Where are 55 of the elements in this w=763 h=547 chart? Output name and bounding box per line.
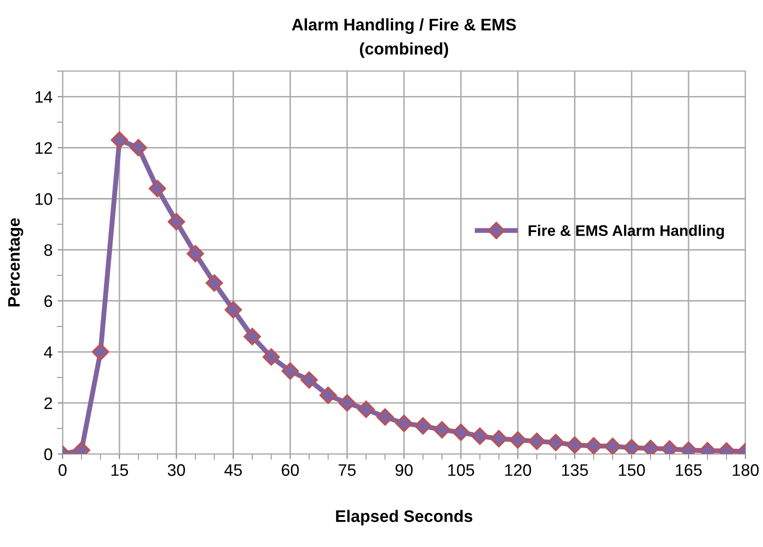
point [376, 408, 394, 426]
point [130, 139, 148, 156]
y-tick-label: 10 [36, 193, 52, 205]
y-tick-label: 14 [36, 91, 52, 103]
x-tick-label: 60 [282, 464, 299, 476]
point [604, 438, 622, 454]
point [471, 427, 489, 445]
point [490, 430, 508, 448]
y-tick-label: 8 [44, 244, 52, 256]
x-tick-label: 180 [732, 464, 759, 476]
point [452, 424, 470, 442]
point [566, 436, 584, 454]
point [244, 328, 261, 346]
x-tick-label: 15 [111, 464, 128, 476]
point [528, 432, 546, 450]
y-tick-label: 4 [44, 346, 52, 358]
point [547, 434, 564, 452]
x-tick-label: 105 [448, 464, 474, 476]
point [433, 421, 451, 438]
point [300, 371, 318, 389]
x-tick-label: 45 [224, 464, 242, 476]
x-tick-label: 165 [676, 464, 702, 476]
chart-title: Alarm Handling / Fire & EMS (combined) [292, 18, 516, 58]
point [357, 400, 375, 418]
y-axis-title: Percentage [8, 218, 24, 306]
point [110, 131, 128, 149]
y-tick-label: 2 [44, 397, 52, 409]
y-tick-label: 12 [36, 142, 52, 154]
x-tick-label: 120 [505, 464, 532, 476]
point [338, 394, 356, 412]
point [206, 274, 224, 292]
x-tick-label: 75 [338, 464, 356, 476]
x-tick-label: 150 [619, 464, 645, 476]
point [414, 417, 432, 435]
x-tick-label: 0 [58, 464, 67, 476]
x-tick-label: 90 [396, 464, 413, 476]
point [395, 414, 413, 432]
y-tick-label: 0 [44, 448, 52, 460]
point [168, 213, 186, 230]
y-tick-label: 6 [44, 295, 52, 308]
point [622, 438, 640, 454]
point [585, 437, 602, 454]
legend-label: Fire & EMS Alarm Handling [528, 224, 724, 240]
point [186, 244, 204, 262]
point [282, 362, 299, 380]
point [509, 431, 527, 449]
point [92, 343, 110, 361]
x-tick-label: 30 [168, 464, 185, 476]
point [642, 440, 660, 454]
x-axis-title: Elapsed Seconds [336, 510, 472, 526]
point [262, 348, 280, 366]
point [319, 386, 337, 404]
point [148, 180, 166, 198]
point [224, 301, 242, 318]
x-tick-label: 135 [562, 464, 588, 476]
